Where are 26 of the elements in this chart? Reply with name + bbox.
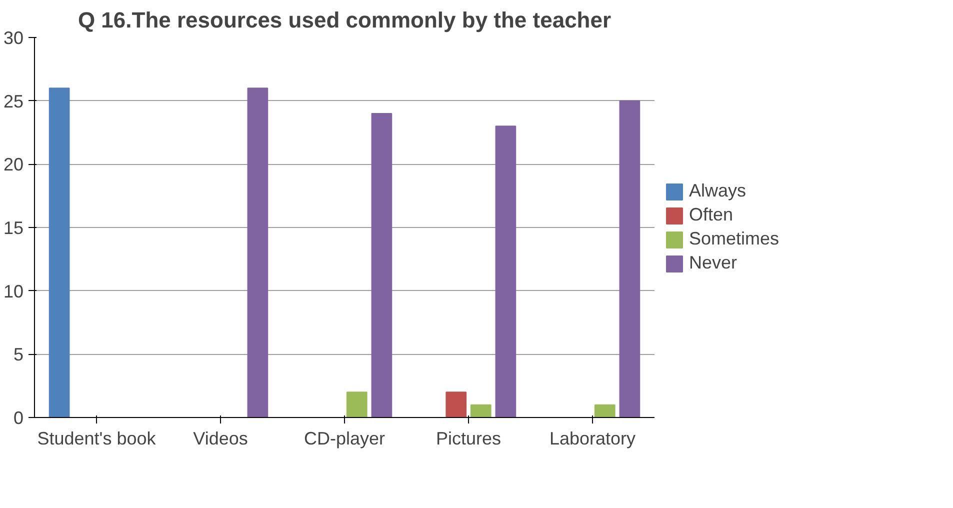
y-tick-label: 25 <box>3 91 24 112</box>
x-tick-label: Student's book <box>37 428 157 448</box>
y-tick-label: 15 <box>3 218 24 238</box>
bar <box>594 404 616 418</box>
y-tick-label: 0 <box>13 408 24 428</box>
x-tick-label: Laboratory <box>549 428 636 448</box>
bar <box>446 392 467 418</box>
legend-label: Always <box>689 180 746 202</box>
bar <box>470 404 492 418</box>
y-tick-label: 30 <box>3 28 24 48</box>
chart-title: Q 16.The resources used commonly by the teacher <box>78 8 612 32</box>
x-tick-label: Videos <box>193 428 248 448</box>
bar <box>619 100 640 418</box>
bar <box>247 88 268 418</box>
bar <box>371 113 392 418</box>
legend-label: Never <box>689 252 738 274</box>
y-tick-label: 5 <box>13 344 24 365</box>
y-tick-label: 10 <box>3 281 24 302</box>
legend-label: Sometimes <box>689 228 780 250</box>
x-tick-label: CD-player <box>304 428 386 448</box>
bar <box>346 392 368 418</box>
bar <box>495 126 516 418</box>
bar <box>48 88 70 418</box>
y-tick-label: 20 <box>3 154 24 175</box>
legend-label: Often <box>689 204 734 226</box>
x-tick-label: Pictures <box>436 428 502 448</box>
